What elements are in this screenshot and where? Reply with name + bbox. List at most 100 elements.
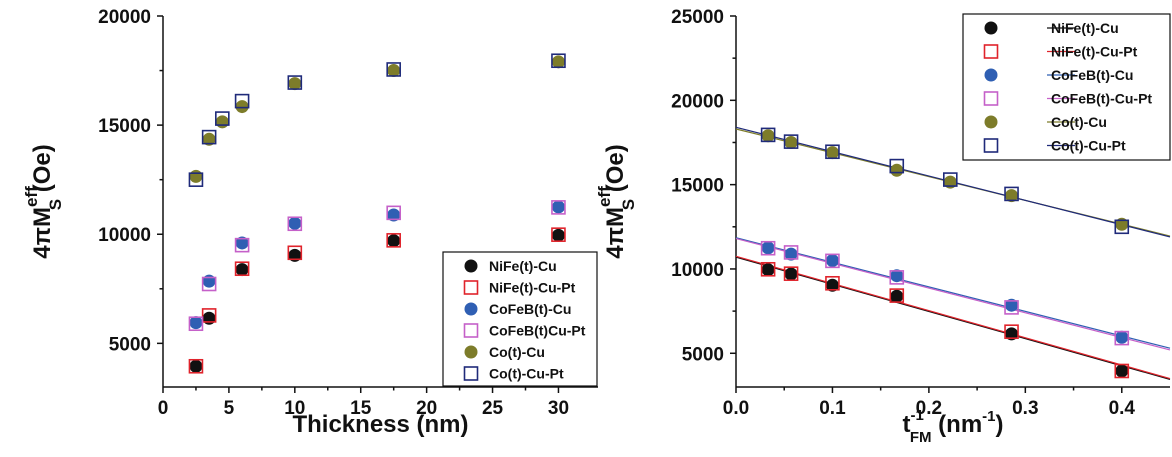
chart-2-legend: NiFe(t)-Cu NiFe(t)-Cu-Pt CoFeB(t)-Cu CoFeB(… [962, 13, 1171, 161]
chart-2-legend-marker [984, 68, 998, 82]
chart-1-data-point [188, 172, 204, 187]
chart-2-data-point [783, 134, 799, 149]
chart-1-legend-label: CoFeB(t)Cu-Pt [489, 323, 586, 339]
chart-1-data-point [201, 276, 217, 292]
chart-2-legend-label: Co(t)-Cu [1051, 114, 1107, 130]
chart-2-data-point [825, 253, 840, 269]
chart-2-data-point [890, 269, 904, 283]
chart-1-x-tick-label: 0 [158, 398, 169, 419]
chart-1-legend-label: NiFe(t)-Cu-Pt [489, 280, 576, 296]
chart-2-data-point [1005, 189, 1019, 203]
chart-2-data-point [1004, 300, 1019, 315]
inverse-thickness-chart: 0.0 0.1 0.2 0.3 0.4 5000 10000 15000 20000 25000 t… [595, 7, 1171, 446]
chart-1-data-point [288, 77, 302, 91]
chart-2-y-tick-label: 20000 [671, 91, 724, 112]
chart-2-data-point [890, 289, 904, 303]
chart-2-fit-line [735, 256, 1171, 380]
chart-1-y-tick-label: 20000 [98, 7, 151, 28]
chart-2-x-tick-label: 0.0 [723, 398, 749, 419]
chart-1-data-point [386, 62, 401, 77]
chart-2-data-point [783, 266, 799, 281]
chart-1-data-point [234, 93, 250, 109]
chart-1-data-point [202, 311, 216, 325]
chart-2-data-point [761, 241, 775, 255]
chart-2-x-tick-label: 0.4 [1109, 398, 1136, 419]
chart-2-data-point [783, 245, 799, 260]
chart-2-y-axis-title: 4πMeff S (Oe) [595, 144, 638, 259]
chart-2-y-tick-label: 10000 [671, 260, 724, 281]
chart-2-y-tick-label: 15000 [671, 176, 724, 197]
chart-2-data-point [1115, 330, 1129, 344]
chart-2-legend-label: NiFe(t)-Cu-Pt [1051, 44, 1138, 60]
chart-2-x-tick-label: 0.2 [916, 398, 942, 419]
chart-2-data-point [784, 135, 798, 149]
chart-1-data-point [201, 129, 217, 145]
chart-2-data-point [1005, 298, 1019, 312]
chart-1-data-point [235, 263, 249, 277]
chart-2-legend-marker [983, 91, 999, 106]
chart-2-data-point [825, 146, 839, 160]
chart-1-x-tick-label: 15 [350, 398, 372, 419]
chart-1-legend: NiFe(t)-Cu NiFe(t)-Cu-Pt CoFeB(t)-Cu CoFeB(… [442, 251, 598, 387]
chart-1-x-tick-label: 10 [284, 398, 305, 419]
chart-2-legend-marker [984, 21, 998, 35]
chart-1-y-tick-label: 5000 [109, 334, 151, 355]
chart-2-data-point [890, 163, 904, 177]
chart-2-legend-marker [983, 138, 999, 153]
chart-2-x-tick-label: 0.1 [819, 398, 846, 419]
chart-2-legend-label: NiFe(t)-Cu [1051, 20, 1119, 36]
chart-1-data-point [288, 216, 302, 230]
chart-2-data-point [1004, 324, 1019, 339]
chart-2-legend-label: Co(t)-Cu-Pt [1051, 138, 1126, 154]
chart-2-x-tick-label: 0.3 [1012, 398, 1038, 419]
chart-1-data-point [551, 200, 566, 215]
chart-2-data-point [1004, 186, 1019, 202]
chart-2-legend-box [962, 13, 1171, 161]
chart-1-data-point [551, 227, 566, 242]
chart-1-legend-marker [463, 323, 479, 338]
chart-1-legend-label: NiFe(t)-Cu [489, 258, 557, 274]
chart-1-data-point [387, 208, 401, 222]
chart-1-data-point [201, 308, 217, 323]
chart-1-data-point [386, 233, 401, 248]
chart-1-data-point [287, 216, 303, 232]
chart-2-data-point [1115, 364, 1129, 378]
chart-1-data-point [551, 200, 565, 214]
chart-2-data-point [784, 267, 798, 281]
chart-2-y-tick-label: 5000 [682, 344, 724, 365]
chart-2-legend-label: CoFeB(t)-Cu [1051, 67, 1133, 83]
chart-2-fit-line [735, 255, 1171, 380]
chart-2-data-point [761, 263, 775, 277]
chart-2-data-point [825, 275, 840, 291]
chart-1-data-point [215, 115, 229, 129]
chart-1-legend-label: Co(t)-Cu [489, 344, 545, 360]
chart-2-x-axis-title: t-1 FM (nm-1) [902, 407, 1003, 446]
chart-1-data-point [287, 245, 303, 261]
chart-1-y-axis-title: 4πMeff S (Oe) [22, 144, 65, 259]
chart-1-data-point [387, 64, 401, 78]
chart-1-data-point [189, 359, 203, 373]
chart-2-data-point [825, 278, 839, 292]
chart-2-data-point [889, 158, 905, 174]
chart-1-x-axis-title: Thickness (nm) [292, 411, 468, 438]
chart-2-data-point [761, 129, 775, 143]
chart-1-data-point [189, 169, 203, 183]
chart-2-fit-line [735, 237, 1171, 349]
chart-2-data-point [1114, 219, 1130, 235]
chart-1-data-point [551, 55, 565, 69]
chart-2-data-point [825, 254, 839, 268]
chart-1-data-point [235, 236, 249, 250]
chart-1-data-point [234, 261, 250, 277]
chart-1-data-point [287, 75, 303, 90]
chart-1-data-point [215, 111, 230, 126]
chart-1-data-point [387, 234, 401, 248]
chart-1-data-point [551, 53, 566, 69]
chart-2-data-point [760, 127, 776, 143]
chart-1-legend-marker [464, 302, 478, 316]
chart-1-data-point [188, 358, 204, 374]
chart-2-legend-marker [984, 115, 998, 129]
chart-1-data-point [551, 228, 565, 242]
chart-1-legend-label: CoFeB(t)-Cu [489, 301, 571, 317]
chart-1-y-tick-label: 10000 [98, 225, 151, 246]
